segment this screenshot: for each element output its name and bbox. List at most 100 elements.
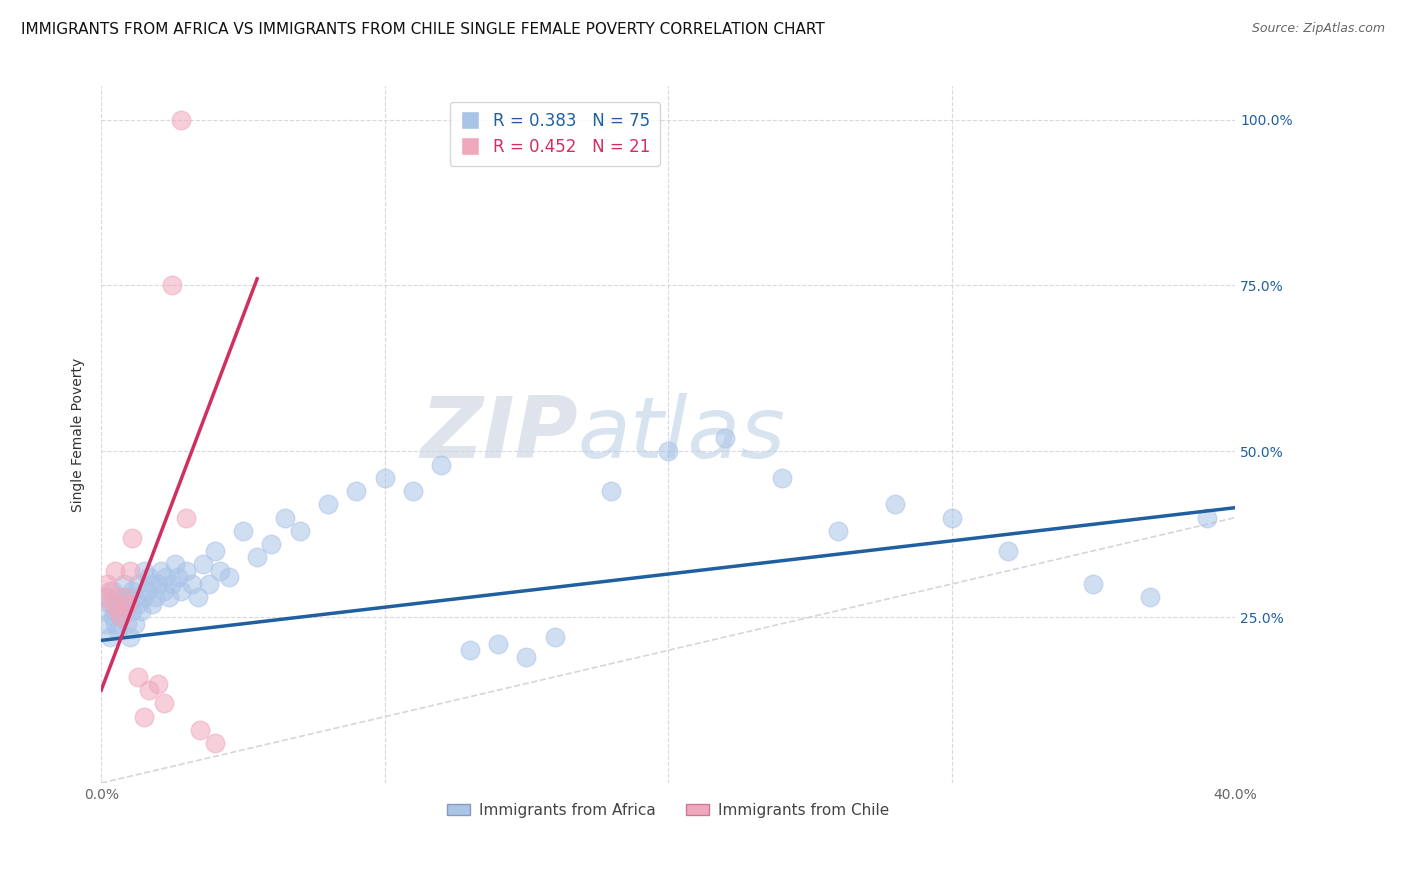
Legend: Immigrants from Africa, Immigrants from Chile: Immigrants from Africa, Immigrants from …	[440, 797, 896, 824]
Point	[160, 278, 183, 293]
Point	[132, 564, 155, 578]
Point	[600, 484, 623, 499]
Point	[1139, 591, 1161, 605]
Point	[93, 603, 115, 617]
Point	[124, 591, 146, 605]
Point	[657, 444, 679, 458]
Point	[157, 591, 180, 605]
Point	[997, 544, 1019, 558]
Point	[149, 564, 172, 578]
Point	[288, 524, 311, 538]
Point	[110, 610, 132, 624]
Point	[402, 484, 425, 499]
Text: Source: ZipAtlas.com: Source: ZipAtlas.com	[1251, 22, 1385, 36]
Point	[143, 591, 166, 605]
Point	[232, 524, 254, 538]
Point	[96, 577, 118, 591]
Point	[209, 564, 232, 578]
Point	[1195, 510, 1218, 524]
Point	[132, 591, 155, 605]
Point	[169, 583, 191, 598]
Point	[515, 650, 537, 665]
Point	[174, 564, 197, 578]
Point	[104, 564, 127, 578]
Point	[181, 577, 204, 591]
Point	[138, 683, 160, 698]
Point	[110, 597, 132, 611]
Point	[544, 630, 567, 644]
Text: ZIP: ZIP	[420, 393, 578, 476]
Point	[458, 643, 481, 657]
Point	[430, 458, 453, 472]
Point	[204, 544, 226, 558]
Point	[115, 591, 138, 605]
Point	[112, 591, 135, 605]
Point	[118, 564, 141, 578]
Point	[163, 557, 186, 571]
Point	[121, 603, 143, 617]
Point	[218, 570, 240, 584]
Point	[121, 531, 143, 545]
Point	[260, 537, 283, 551]
Point	[827, 524, 849, 538]
Point	[198, 577, 221, 591]
Point	[146, 676, 169, 690]
Point	[115, 616, 138, 631]
Point	[169, 112, 191, 127]
Point	[101, 583, 124, 598]
Point	[96, 616, 118, 631]
Point	[132, 709, 155, 723]
Point	[98, 583, 121, 598]
Point	[93, 591, 115, 605]
Point	[110, 610, 132, 624]
Point	[274, 510, 297, 524]
Point	[96, 591, 118, 605]
Point	[714, 431, 737, 445]
Point	[104, 603, 127, 617]
Point	[121, 583, 143, 598]
Point	[124, 616, 146, 631]
Point	[174, 510, 197, 524]
Point	[98, 597, 121, 611]
Point	[884, 497, 907, 511]
Point	[193, 557, 215, 571]
Point	[118, 597, 141, 611]
Point	[127, 597, 149, 611]
Point	[107, 591, 129, 605]
Point	[770, 471, 793, 485]
Point	[101, 610, 124, 624]
Point	[160, 577, 183, 591]
Point	[146, 577, 169, 591]
Point	[187, 591, 209, 605]
Y-axis label: Single Female Poverty: Single Female Poverty	[72, 358, 86, 512]
Point	[101, 597, 124, 611]
Text: IMMIGRANTS FROM AFRICA VS IMMIGRANTS FROM CHILE SINGLE FEMALE POVERTY CORRELATIO: IMMIGRANTS FROM AFRICA VS IMMIGRANTS FRO…	[21, 22, 825, 37]
Point	[107, 624, 129, 638]
Point	[98, 630, 121, 644]
Text: atlas: atlas	[578, 393, 786, 476]
Point	[107, 603, 129, 617]
Point	[138, 570, 160, 584]
Point	[152, 583, 174, 598]
Point	[118, 630, 141, 644]
Point	[115, 597, 138, 611]
Point	[204, 736, 226, 750]
Point	[941, 510, 963, 524]
Point	[112, 603, 135, 617]
Point	[1083, 577, 1105, 591]
Point	[190, 723, 212, 737]
Point	[135, 583, 157, 598]
Point	[152, 697, 174, 711]
Point	[155, 570, 177, 584]
Point	[129, 603, 152, 617]
Point	[112, 577, 135, 591]
Point	[127, 577, 149, 591]
Point	[316, 497, 339, 511]
Point	[141, 577, 163, 591]
Point	[344, 484, 367, 499]
Point	[104, 616, 127, 631]
Point	[246, 550, 269, 565]
Point	[141, 597, 163, 611]
Point	[166, 570, 188, 584]
Point	[486, 637, 509, 651]
